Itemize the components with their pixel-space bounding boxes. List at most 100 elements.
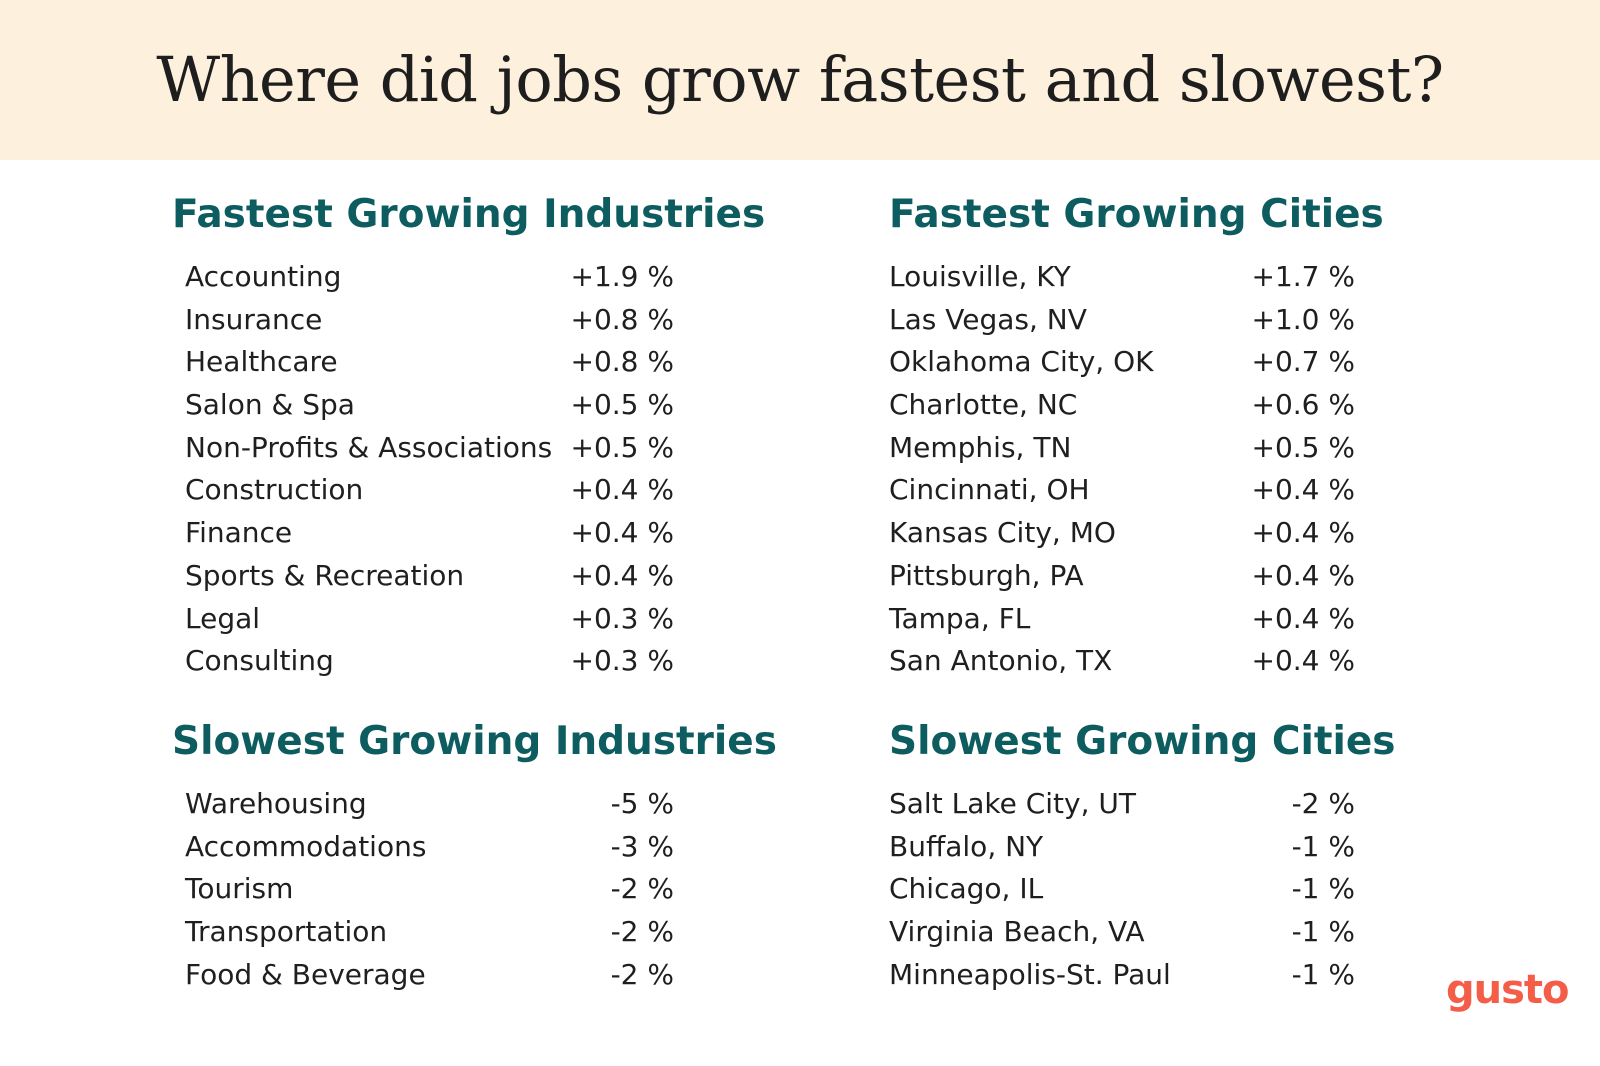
table-row: Chicago, IL -1 % [889,868,1355,911]
row-label: Consulting [185,644,334,678]
row-value: +0.4 % [1251,516,1356,550]
table-row: Memphis, TN +0.5 % [889,427,1355,470]
table-row: Minneapolis-St. Paul -1 % [889,954,1355,997]
row-value: +1.7 % [1251,260,1356,293]
row-label: Salon & Spa [185,388,355,422]
table-row: Pittsburgh, PA +0.4 % [889,555,1355,598]
row-value: +0.4 % [570,558,675,592]
row-value: +0.4 % [570,516,675,550]
table-row: Transportation -2 % [172,911,674,954]
row-label: Finance [185,516,293,550]
row-value: -2 % [610,872,674,906]
table-row: Insurance +0.8 % [172,299,674,342]
table-row: Louisville, KY +1.7 % [889,256,1355,299]
table-row: Cincinnati, OH +0.4 % [889,469,1355,512]
panel-title: Fastest Growing Industries [172,192,766,237]
row-value: -2 % [1291,787,1355,820]
row-value: +0.3 % [570,644,675,678]
row-label: Virginia Beach, VA [889,915,1145,949]
row-label: Charlotte, NC [889,388,1078,422]
row-value: -1 % [1291,915,1355,949]
panel-title: Slowest Growing Industries [172,719,777,764]
gusto-logo: gusto [1446,967,1570,1013]
row-label: San Antonio, TX [889,644,1113,678]
table-row: Accommodations -3 % [172,826,674,869]
row-label: Non-Profits & Associations [185,430,553,464]
row-label: Las Vegas, NV [889,302,1087,336]
table-row: Las Vegas, NV +1.0 % [889,299,1355,342]
fastest-industries-list: Accounting +1.9 % Insurance +0.8 % Healthcar… [172,256,674,683]
row-label: Insurance [185,302,323,336]
row-label: Kansas City, MO [889,516,1116,550]
table-row: Construction +0.4 % [172,469,674,512]
row-label: Healthcare [185,345,338,379]
table-row: San Antonio, TX +0.4 % [889,640,1355,683]
table-row: Warehousing -5 % [172,783,674,826]
table-row: Oklahoma City, OK +0.7 % [889,341,1355,384]
row-label: Louisville, KY [889,260,1071,293]
page-title: Where did jobs grow fastest and slowest? [156,43,1444,116]
header-banner: Where did jobs grow fastest and slowest? [0,0,1600,160]
row-label: Memphis, TN [889,430,1072,464]
panel-title: Fastest Growing Cities [889,192,1384,237]
row-label: Food & Beverage [185,957,426,991]
row-label: Oklahoma City, OK [889,345,1154,379]
fastest-cities-list: Louisville, KY +1.7 % Las Vegas, NV +1.0 % O… [889,256,1355,683]
row-label: Legal [185,601,261,635]
row-label: Accommodations [185,829,427,863]
row-value: +0.8 % [570,302,675,336]
row-value: +0.5 % [570,430,675,464]
slowest-industries-list: Warehousing -5 % Accommodations -3 % Tourism… [172,783,674,996]
table-row: Legal +0.3 % [172,598,674,641]
row-value: +1.9 % [570,260,675,293]
row-label: Minneapolis-St. Paul [889,957,1171,991]
row-label: Transportation [185,915,388,949]
row-value: -1 % [1291,872,1355,906]
row-value: -1 % [1291,957,1355,991]
row-label: Chicago, IL [889,872,1044,906]
row-value: +0.4 % [1251,644,1356,678]
row-value: +0.5 % [570,388,675,422]
row-label: Warehousing [185,787,367,820]
table-row: Buffalo, NY -1 % [889,826,1355,869]
table-row: Salon & Spa +0.5 % [172,384,674,427]
row-label: Sports & Recreation [185,558,465,592]
panel-title: Slowest Growing Cities [889,719,1396,764]
table-row: Accounting +1.9 % [172,256,674,299]
row-value: -2 % [610,957,674,991]
row-label: Pittsburgh, PA [889,558,1084,592]
row-label: Tampa, FL [889,601,1031,635]
table-row: Salt Lake City, UT -2 % [889,783,1355,826]
table-row: Charlotte, NC +0.6 % [889,384,1355,427]
row-value: +1.0 % [1251,302,1356,336]
table-row: Tampa, FL +0.4 % [889,598,1355,641]
table-row: Food & Beverage -2 % [172,954,674,997]
row-value: +0.4 % [1251,473,1356,507]
table-row: Sports & Recreation +0.4 % [172,555,674,598]
table-row: Healthcare +0.8 % [172,341,674,384]
table-row: Non-Profits & Associations +0.5 % [172,427,674,470]
row-value: +0.6 % [1251,388,1356,422]
table-row: Tourism -2 % [172,868,674,911]
row-label: Accounting [185,260,342,293]
row-value: +0.5 % [1251,430,1356,464]
row-value: +0.4 % [1251,558,1356,592]
row-label: Tourism [185,872,294,906]
table-row: Consulting +0.3 % [172,640,674,683]
row-value: -2 % [610,915,674,949]
row-label: Buffalo, NY [889,829,1044,863]
row-value: +0.3 % [570,601,675,635]
row-value: +0.4 % [1251,601,1356,635]
table-row: Kansas City, MO +0.4 % [889,512,1355,555]
row-value: +0.4 % [570,473,675,507]
row-label: Salt Lake City, UT [889,787,1136,820]
row-value: +0.8 % [570,345,675,379]
row-label: Cincinnati, OH [889,473,1090,507]
slowest-cities-list: Salt Lake City, UT -2 % Buffalo, NY -1 % Chi… [889,783,1355,996]
row-value: -5 % [610,787,674,820]
table-row: Virginia Beach, VA -1 % [889,911,1355,954]
row-label: Construction [185,473,364,507]
row-value: +0.7 % [1251,345,1356,379]
table-row: Finance +0.4 % [172,512,674,555]
row-value: -3 % [610,829,674,863]
